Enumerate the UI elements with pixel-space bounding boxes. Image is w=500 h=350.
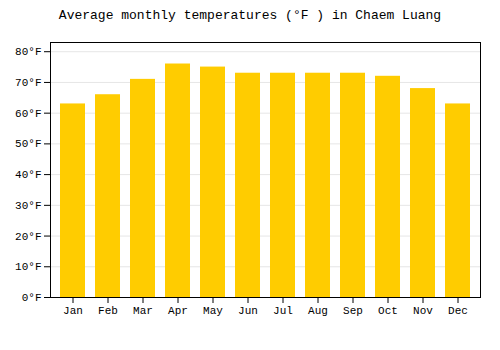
svg-text:20°F: 20°F [15, 231, 41, 243]
svg-text:Sep: Sep [343, 305, 363, 317]
svg-text:Feb: Feb [98, 305, 118, 317]
svg-text:Nov: Nov [413, 305, 433, 317]
svg-text:Apr: Apr [168, 305, 188, 317]
svg-text:10°F: 10°F [15, 261, 41, 273]
svg-text:60°F: 60°F [15, 108, 41, 120]
svg-text:70°F: 70°F [15, 77, 41, 89]
html-text:Average monthly temperatures (: Average monthly temperatures (°F ) in Ch… [58, 8, 442, 23]
svg-text:40°F: 40°F [15, 169, 41, 181]
svg-text:50°F: 50°F [15, 138, 41, 150]
svg-text:Aug: Aug [308, 305, 328, 317]
svg-text:Jun: Jun [238, 305, 258, 317]
svg-text:Jul: Jul [273, 305, 293, 317]
svg-text:30°F: 30°F [15, 200, 41, 212]
svg-text:80°F: 80°F [15, 46, 41, 58]
svg-text:May: May [203, 305, 223, 317]
svg-text:0°F: 0°F [22, 292, 42, 304]
svg-text:Jan: Jan [63, 305, 83, 317]
svg-text:Oct: Oct [378, 305, 398, 317]
svg-text:Mar: Mar [133, 305, 153, 317]
svg-text:Dec: Dec [448, 305, 468, 317]
